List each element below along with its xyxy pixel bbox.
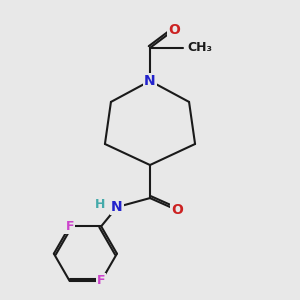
Text: CH₃: CH₃ — [188, 41, 213, 54]
Text: N: N — [111, 200, 123, 214]
Text: N: N — [144, 74, 156, 88]
Text: F: F — [65, 220, 74, 233]
Text: F: F — [97, 274, 105, 287]
Text: O: O — [171, 203, 183, 217]
Text: O: O — [168, 23, 180, 37]
Text: H: H — [95, 198, 106, 211]
